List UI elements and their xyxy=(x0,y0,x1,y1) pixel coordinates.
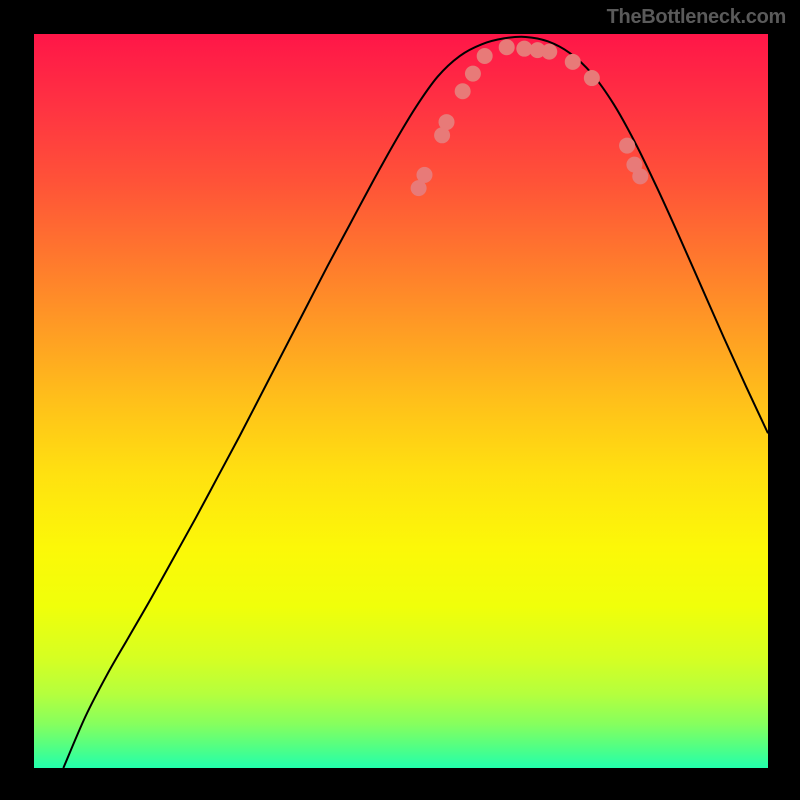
data-marker xyxy=(499,39,515,55)
data-marker xyxy=(584,70,600,86)
plot-area xyxy=(34,34,768,768)
data-marker xyxy=(455,83,471,99)
watermark-text: TheBottleneck.com xyxy=(607,6,786,29)
data-marker xyxy=(477,48,493,64)
data-marker xyxy=(541,44,557,60)
data-marker xyxy=(632,168,648,184)
data-marker xyxy=(439,114,455,130)
data-marker xyxy=(416,167,432,183)
bottleneck-curve xyxy=(63,37,768,768)
chart-svg xyxy=(34,34,768,768)
data-markers xyxy=(411,39,649,196)
data-marker xyxy=(465,66,481,82)
data-marker xyxy=(619,138,635,154)
data-marker xyxy=(565,54,581,70)
